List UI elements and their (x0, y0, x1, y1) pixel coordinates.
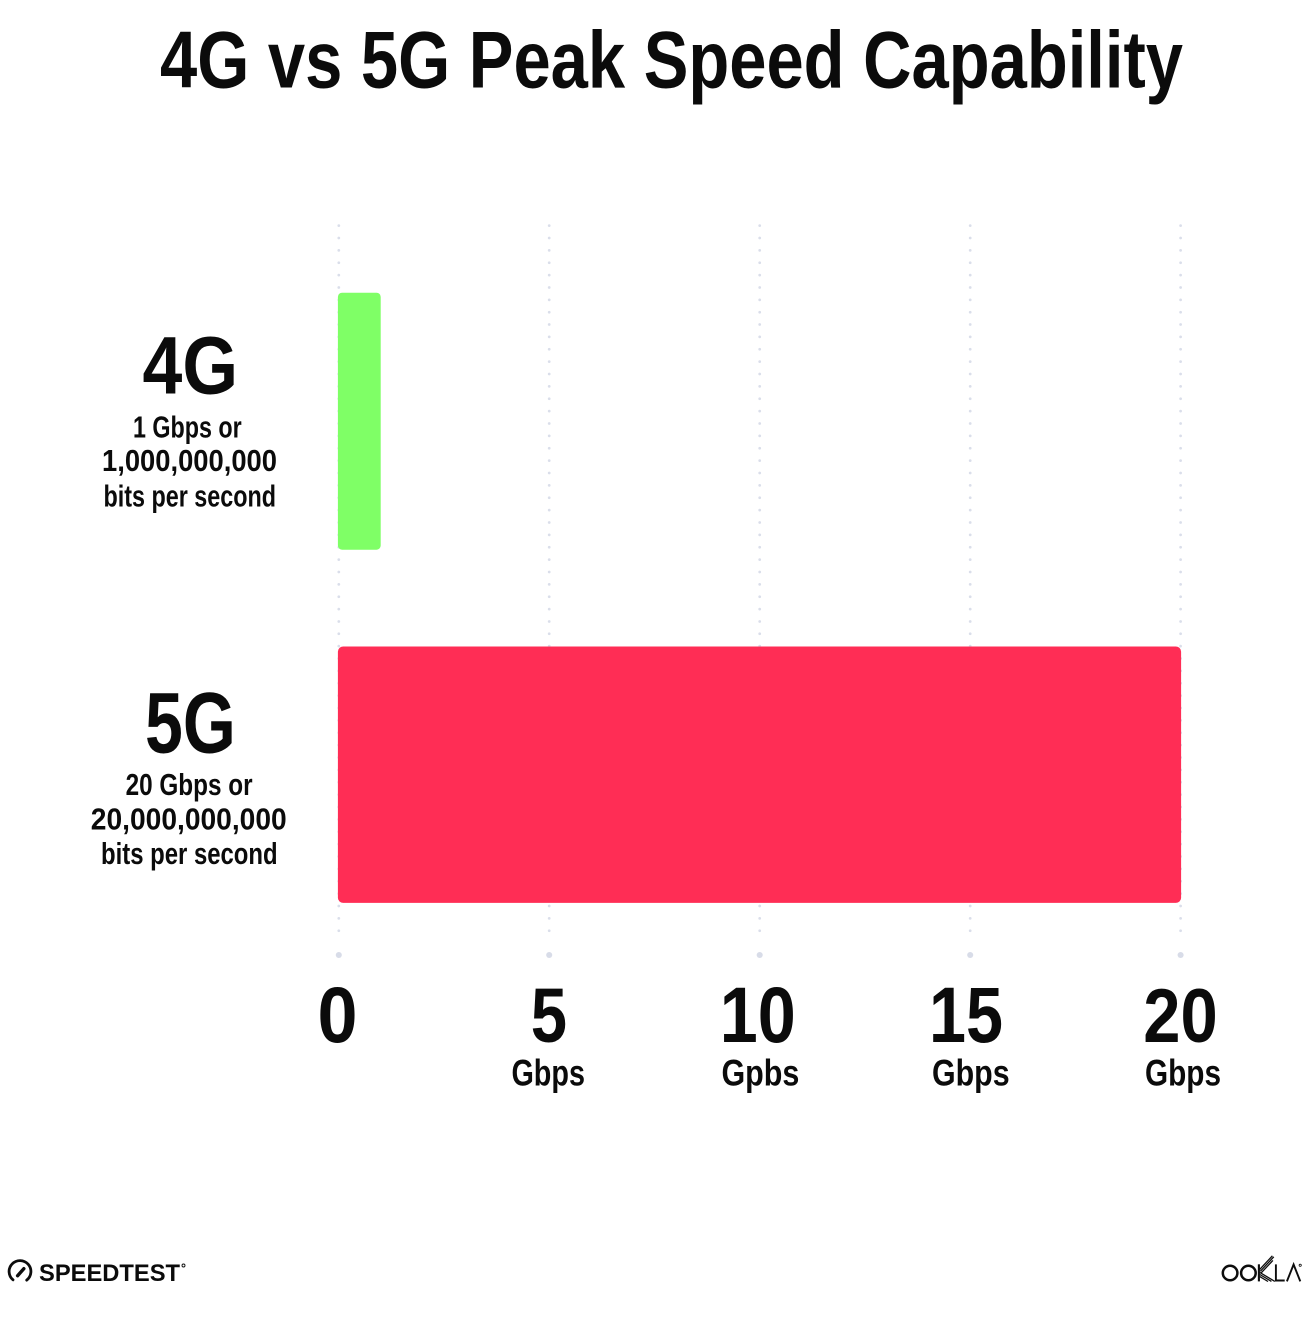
svg-text:0: 0 (318, 970, 358, 1059)
svg-text:5G: 5G (145, 675, 236, 771)
svg-text:20 Gbps or: 20 Gbps or (126, 768, 253, 802)
svg-text:Gbps: Gbps (1145, 1053, 1221, 1094)
svg-text:4G vs 5G Peak Speed Capability: 4G vs 5G Peak Speed Capability (160, 15, 1183, 105)
svg-text:15: 15 (929, 970, 1003, 1059)
svg-text:20: 20 (1143, 974, 1217, 1059)
svg-text:SPEEDTEST: SPEEDTEST (39, 1261, 181, 1287)
svg-text:20,000,000,000: 20,000,000,000 (91, 803, 287, 837)
svg-text:bits per second: bits per second (101, 837, 278, 871)
svg-text:4G: 4G (143, 320, 239, 411)
svg-text:1,000,000,000: 1,000,000,000 (102, 444, 277, 478)
svg-text:Gbps: Gbps (932, 1053, 1010, 1094)
svg-text:Gpbs: Gpbs (721, 1053, 799, 1094)
svg-text:5: 5 (531, 973, 567, 1059)
svg-text:Gbps: Gbps (511, 1053, 585, 1094)
svg-text:1 Gbps or: 1 Gbps or (133, 410, 242, 444)
svg-text:10: 10 (720, 970, 796, 1059)
svg-text:bits per second: bits per second (104, 479, 277, 513)
